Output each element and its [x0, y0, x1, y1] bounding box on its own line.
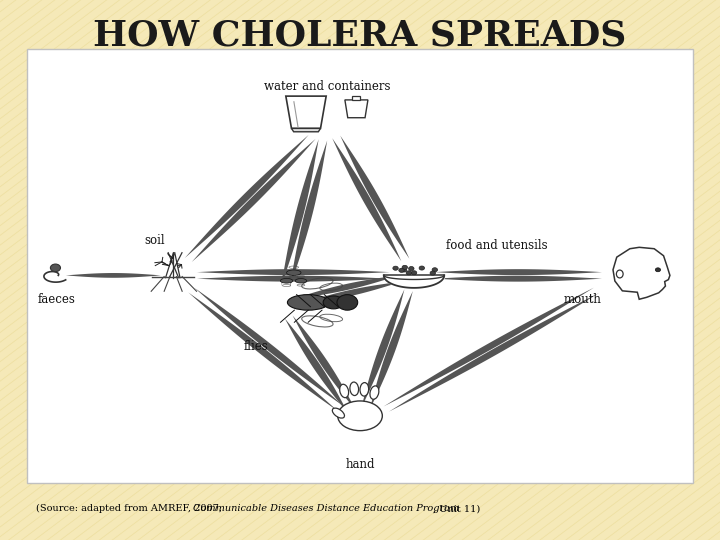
Circle shape: [432, 268, 438, 272]
Circle shape: [419, 266, 425, 270]
Polygon shape: [286, 96, 326, 129]
Circle shape: [402, 265, 408, 269]
Ellipse shape: [350, 382, 359, 395]
Polygon shape: [295, 281, 402, 305]
Polygon shape: [192, 139, 315, 262]
Circle shape: [655, 268, 660, 272]
Circle shape: [430, 271, 436, 275]
Circle shape: [408, 267, 414, 271]
Polygon shape: [389, 293, 599, 411]
Circle shape: [406, 271, 412, 275]
Circle shape: [399, 268, 404, 272]
Text: soil: soil: [145, 234, 165, 247]
Polygon shape: [352, 96, 361, 100]
Polygon shape: [185, 135, 309, 258]
Text: water and containers: water and containers: [264, 80, 391, 93]
Text: flies: flies: [243, 340, 268, 353]
Polygon shape: [332, 138, 401, 261]
Polygon shape: [369, 291, 413, 410]
Polygon shape: [435, 276, 602, 282]
Ellipse shape: [295, 279, 307, 283]
Polygon shape: [194, 288, 344, 407]
Ellipse shape: [370, 386, 379, 399]
Text: food and utensils: food and utensils: [446, 239, 548, 252]
Polygon shape: [384, 288, 594, 407]
Polygon shape: [197, 276, 390, 282]
Ellipse shape: [287, 295, 329, 310]
Ellipse shape: [360, 383, 369, 396]
Text: , Unit 11): , Unit 11): [433, 504, 480, 513]
Circle shape: [337, 295, 358, 310]
Ellipse shape: [287, 270, 301, 275]
Ellipse shape: [333, 408, 344, 418]
Polygon shape: [189, 293, 338, 411]
Polygon shape: [345, 100, 368, 118]
Polygon shape: [292, 315, 356, 410]
Circle shape: [401, 268, 407, 272]
Ellipse shape: [280, 279, 293, 283]
Ellipse shape: [338, 401, 382, 431]
Polygon shape: [613, 247, 670, 299]
Ellipse shape: [340, 384, 348, 397]
FancyBboxPatch shape: [27, 49, 693, 483]
Polygon shape: [282, 139, 319, 286]
Text: HOW CHOLERA SPREADS: HOW CHOLERA SPREADS: [94, 18, 626, 52]
Text: hand: hand: [346, 458, 374, 471]
Polygon shape: [341, 136, 410, 259]
Polygon shape: [197, 269, 390, 275]
Polygon shape: [293, 275, 400, 299]
Polygon shape: [292, 129, 320, 132]
Text: faeces: faeces: [37, 293, 76, 306]
Ellipse shape: [616, 270, 623, 278]
Polygon shape: [285, 319, 348, 414]
Ellipse shape: [323, 296, 344, 309]
Text: (Source: adapted from AMREF, 2007,: (Source: adapted from AMREF, 2007,: [36, 504, 225, 513]
Circle shape: [50, 264, 60, 272]
Circle shape: [393, 266, 398, 270]
Circle shape: [411, 271, 417, 275]
Polygon shape: [66, 273, 161, 278]
Text: Communicable Diseases Distance Education Program: Communicable Diseases Distance Education…: [193, 504, 459, 513]
Polygon shape: [435, 269, 602, 275]
Polygon shape: [361, 289, 405, 408]
Text: mouth: mouth: [563, 293, 601, 306]
Polygon shape: [289, 140, 327, 287]
